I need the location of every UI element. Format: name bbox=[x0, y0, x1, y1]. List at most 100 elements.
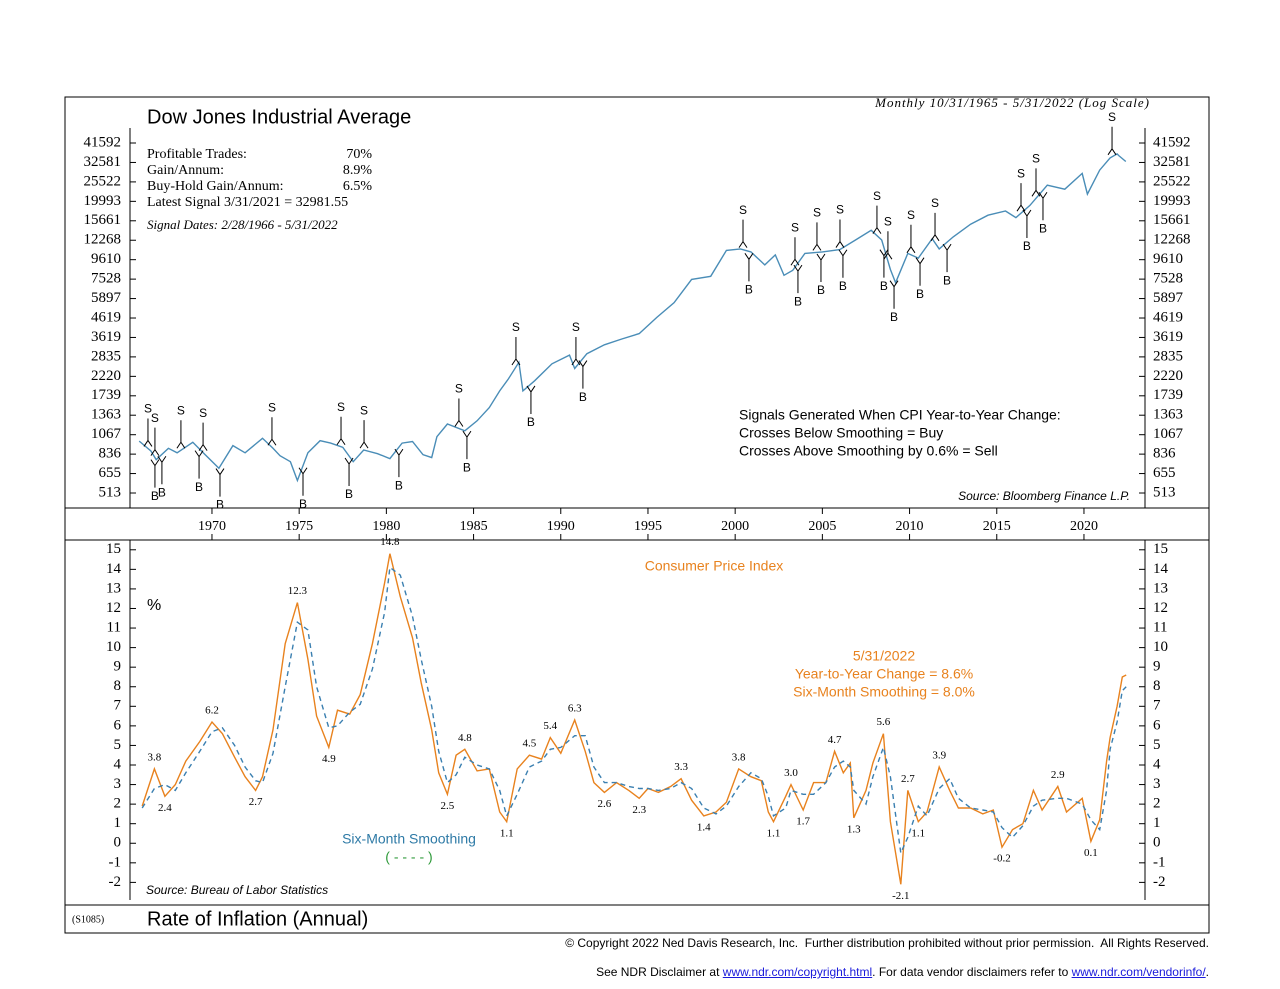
y-axis-label: % bbox=[147, 597, 161, 614]
signal-arrow bbox=[906, 224, 916, 254]
y-tick-label: 1 bbox=[1153, 815, 1161, 831]
signal-label: S bbox=[1108, 110, 1116, 124]
signal-arrow bbox=[359, 420, 369, 449]
y-tick-label: -1 bbox=[1153, 854, 1166, 870]
stat-value: 8.9% bbox=[343, 163, 373, 178]
signal-label: B bbox=[345, 487, 353, 501]
legend-label: Six-Month Smoothing bbox=[342, 831, 476, 847]
y-tick-label: 15661 bbox=[1153, 212, 1191, 228]
signal-label: S bbox=[884, 214, 892, 228]
signal-label: B bbox=[916, 287, 924, 301]
x-tick-label: 1975 bbox=[285, 519, 313, 534]
x-tick-label: 2020 bbox=[1070, 519, 1098, 534]
footer-copyright: © Copyright 2022 Ned Davis Research, Inc… bbox=[565, 936, 1209, 950]
chart-title: Rate of Inflation (Annual) bbox=[147, 908, 368, 930]
signal-label: S bbox=[836, 203, 844, 217]
data-label: 14.8 bbox=[380, 536, 400, 548]
signal-label: B bbox=[151, 489, 159, 503]
y-tick-label: -2 bbox=[1153, 874, 1166, 890]
data-label: 2.7 bbox=[249, 796, 263, 808]
y-tick-label: 32581 bbox=[84, 154, 122, 170]
y-tick-label: 12268 bbox=[1153, 232, 1191, 248]
signal-note: Crosses Below Smoothing = Buy bbox=[739, 425, 943, 441]
x-tick-label: 2000 bbox=[721, 519, 749, 534]
signal-label: S bbox=[360, 403, 368, 417]
data-label: 4.7 bbox=[828, 734, 842, 746]
latest-note: 5/31/2022 bbox=[853, 648, 915, 664]
y-tick-label: 8 bbox=[1153, 678, 1161, 694]
signal-arrow bbox=[793, 264, 803, 294]
footer-text: See NDR Disclaimer at bbox=[596, 965, 723, 979]
signal-dates: Signal Dates: 2/28/1966 - 5/31/2022 bbox=[147, 217, 338, 232]
y-tick-label: 836 bbox=[1153, 446, 1176, 462]
y-tick-label: 1067 bbox=[91, 426, 122, 442]
y-tick-label: -1 bbox=[109, 854, 122, 870]
stat-value: 6.5% bbox=[343, 179, 373, 194]
x-tick-label: 1985 bbox=[460, 519, 488, 534]
signal-arrow bbox=[744, 253, 754, 282]
footer-disclaimer: See NDR Disclaimer at www.ndr.com/copyri… bbox=[596, 951, 1209, 979]
chart-code: (S1085) bbox=[72, 914, 104, 925]
signal-arrow bbox=[738, 219, 748, 248]
y-tick-label: 2835 bbox=[1153, 348, 1183, 364]
footer-text: . bbox=[1205, 965, 1209, 979]
y-tick-label: 3619 bbox=[91, 329, 121, 345]
frame bbox=[64, 96, 1210, 934]
y-tick-label: 3 bbox=[1153, 776, 1161, 792]
y-tick-label: 3619 bbox=[1153, 329, 1183, 345]
data-label: 5.6 bbox=[877, 716, 891, 728]
signal-label: S bbox=[907, 208, 915, 222]
signal-arrow bbox=[930, 212, 940, 242]
signal-arrow bbox=[267, 417, 277, 446]
copyright-link[interactable]: www.ndr.com/copyright.html bbox=[722, 965, 873, 979]
signal-arrow bbox=[143, 418, 153, 447]
data-label: 6.2 bbox=[205, 704, 219, 716]
signal-label: B bbox=[195, 480, 203, 494]
signal-arrow bbox=[1016, 183, 1026, 212]
data-line bbox=[141, 566, 1127, 856]
signal-label: B bbox=[395, 478, 403, 492]
y-tick-label: 25522 bbox=[1153, 173, 1191, 189]
y-tick-label: 9610 bbox=[1153, 251, 1183, 267]
y-tick-label: 4 bbox=[1153, 756, 1161, 772]
signal-label: B bbox=[890, 310, 898, 324]
signal-label: S bbox=[337, 400, 345, 414]
y-tick-label: 5 bbox=[114, 737, 122, 753]
stat-label: Gain/Annum: bbox=[147, 163, 224, 178]
data-label: 12.3 bbox=[288, 585, 308, 597]
y-tick-label: 11 bbox=[1153, 619, 1167, 635]
stat-label: Buy-Hold Gain/Annum: bbox=[147, 179, 284, 194]
y-tick-label: 7 bbox=[114, 698, 122, 714]
chart-subtitle: Monthly 10/31/1965 - 5/31/2022 (Log Scal… bbox=[874, 95, 1150, 110]
y-tick-label: 7528 bbox=[1153, 271, 1183, 287]
data-label: 3.0 bbox=[784, 767, 798, 779]
data-label: 1.3 bbox=[847, 823, 861, 835]
signal-label: S bbox=[455, 382, 463, 396]
y-tick-label: 7528 bbox=[91, 271, 121, 287]
signal-arrow bbox=[194, 450, 204, 479]
signal-arrow bbox=[336, 416, 346, 446]
signal-label: B bbox=[1039, 221, 1047, 235]
y-tick-label: 1067 bbox=[1153, 426, 1184, 442]
signal-label: S bbox=[1032, 151, 1040, 165]
chart-title: Dow Jones Industrial Average bbox=[147, 106, 411, 128]
y-tick-label: 6 bbox=[1153, 717, 1161, 733]
signal-label: B bbox=[299, 497, 307, 511]
latest-note: Six-Month Smoothing = 8.0% bbox=[793, 684, 975, 700]
x-tick-label: 2010 bbox=[896, 519, 924, 534]
signal-note: Crosses Above Smoothing by 0.6% = Sell bbox=[739, 443, 998, 459]
vendor-link[interactable]: www.ndr.com/vendorinfo/ bbox=[1071, 965, 1206, 979]
data-line bbox=[141, 553, 1127, 885]
y-tick-label: 9 bbox=[1153, 659, 1161, 675]
data-label: 1.4 bbox=[697, 821, 711, 833]
signal-arrow bbox=[571, 337, 581, 366]
signal-label: S bbox=[151, 411, 159, 425]
y-tick-label: 2 bbox=[114, 796, 122, 812]
y-tick-label: 19993 bbox=[1153, 193, 1191, 209]
y-tick-label: 1363 bbox=[91, 407, 121, 423]
signal-arrow bbox=[150, 427, 160, 456]
signal-arrow bbox=[835, 219, 845, 248]
data-label: 2.6 bbox=[597, 798, 611, 810]
signal-label: B bbox=[839, 279, 847, 293]
y-tick-label: 19993 bbox=[84, 193, 122, 209]
